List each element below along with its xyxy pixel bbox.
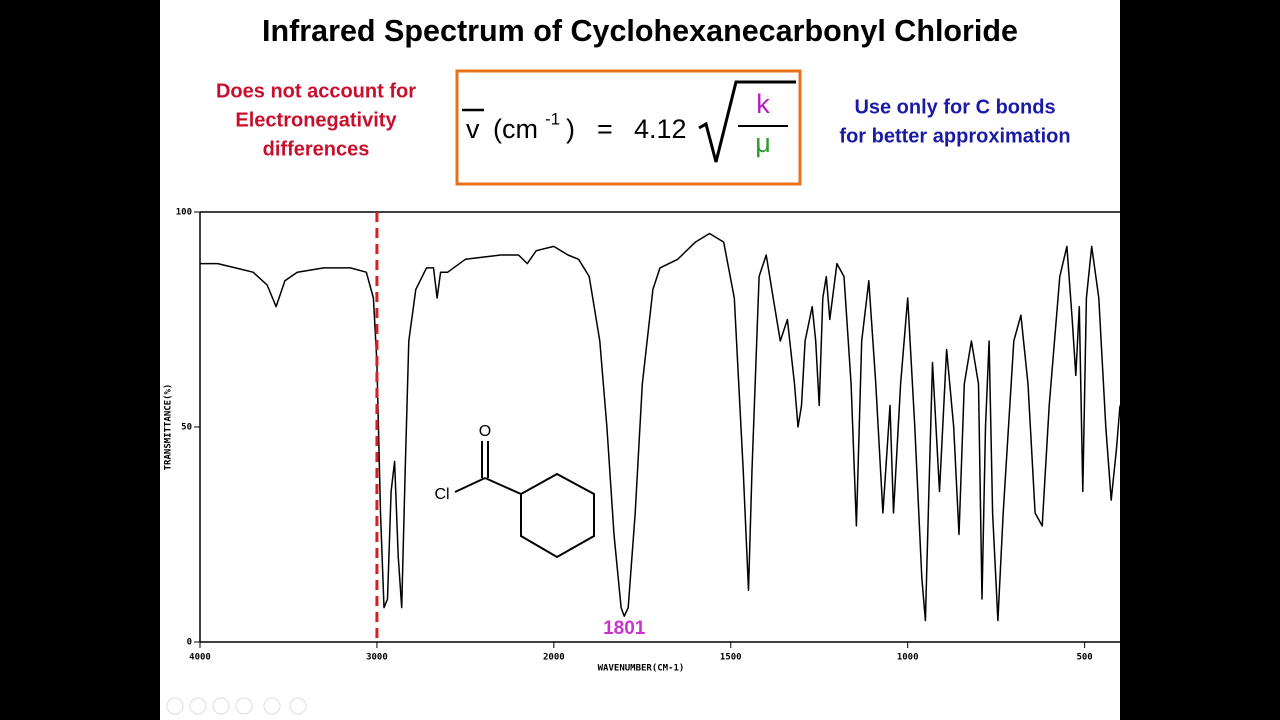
toolbar [166,697,307,715]
formula-lhs: v [466,114,480,144]
note-line: Does not account for [216,80,416,102]
formula-box: v (cm -1 ) = 4.12 k μ [455,69,802,186]
right-note: Use only for C bonds for better approxim… [839,96,1070,147]
molecule [454,441,595,559]
bond [484,477,522,495]
title: Infrared Spectrum of Cyclohexanecarbonyl… [262,13,1018,48]
toolbar-button[interactable] [235,697,253,715]
formula-coefficient: 4.12 [634,114,687,144]
toolbar-button[interactable] [189,697,207,715]
note-line: differences [263,138,370,160]
square-root [698,80,796,163]
spectrum-line [200,232,1121,622]
y-tick-label: 50 [181,423,192,433]
formula-unit: (cm [493,114,538,144]
y-tick-label: 100 [176,208,192,218]
ring [520,472,595,559]
x-tick-label: 500 [1076,653,1092,663]
toolbar-button[interactable] [166,697,184,715]
slide-background [160,0,1120,720]
note-line: for better approximation [839,125,1070,147]
formula-border [455,69,802,186]
oxygen-label: O [479,423,491,440]
formula-exponent: -1 [545,109,560,128]
toolbar-button[interactable] [212,697,230,715]
denominator: μ [755,128,771,158]
note-line: Use only for C bonds [854,96,1055,118]
formula-unit-close: ) [566,114,575,144]
left-note: Does not account for Electronegativity d… [216,80,416,160]
x-axis-label: WAVENUMBER(CM-1) [598,664,685,674]
numerator: k [756,89,770,119]
y-axis-label: TRANSMITTANCE(%) [164,384,174,471]
x-tick-label: 3000 [366,653,388,663]
toolbar-button[interactable] [289,697,307,715]
formula-equals: = [597,114,613,144]
y-tick-label: 0 [187,638,192,648]
bond [454,477,486,493]
toolbar-button[interactable] [263,697,281,715]
x-tick-label: 4000 [189,653,211,663]
x-tick-label: 1000 [897,653,919,663]
note-line: Electronegativity [235,109,397,131]
x-tick-label: 1500 [720,653,742,663]
x-tick-label: 2000 [543,653,565,663]
peak-label: 1801 [603,618,646,639]
chlorine-label: Cl [434,486,449,503]
